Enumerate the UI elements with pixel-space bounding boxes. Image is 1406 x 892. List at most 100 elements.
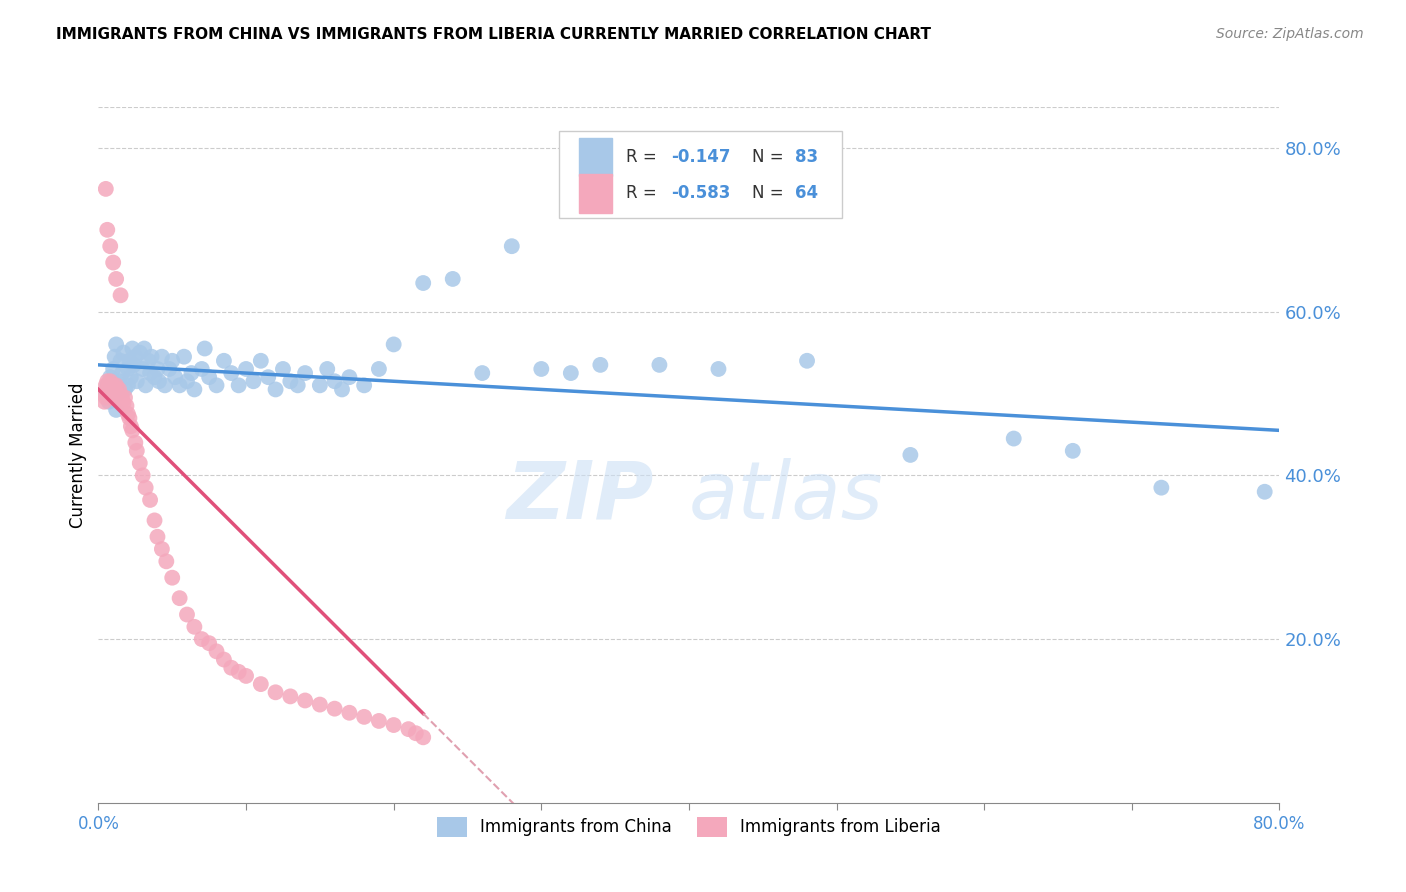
Point bbox=[105, 337, 128, 351]
Point bbox=[707, 362, 730, 376]
Point bbox=[280, 374, 302, 388]
Point bbox=[194, 342, 217, 356]
Point bbox=[212, 652, 235, 666]
Point bbox=[132, 362, 155, 376]
Point bbox=[183, 620, 205, 634]
Point bbox=[257, 370, 280, 384]
Point bbox=[114, 383, 136, 397]
Text: ZIP: ZIP bbox=[506, 458, 654, 536]
Point bbox=[228, 665, 250, 679]
Text: R =: R = bbox=[626, 185, 662, 202]
Point bbox=[316, 362, 339, 376]
Point bbox=[162, 353, 183, 368]
Point bbox=[309, 698, 332, 712]
Point bbox=[900, 448, 922, 462]
Text: N =: N = bbox=[752, 185, 789, 202]
Point bbox=[115, 399, 138, 413]
Point bbox=[105, 386, 128, 401]
Point bbox=[271, 362, 294, 376]
Point bbox=[103, 386, 125, 401]
Point bbox=[176, 374, 198, 388]
Point bbox=[294, 366, 316, 380]
Point bbox=[107, 391, 129, 405]
Point bbox=[117, 378, 139, 392]
Point bbox=[110, 388, 132, 402]
Point bbox=[93, 394, 115, 409]
Point bbox=[120, 419, 142, 434]
Point bbox=[382, 337, 405, 351]
Point bbox=[183, 383, 205, 397]
Point bbox=[103, 374, 125, 388]
Point bbox=[235, 362, 257, 376]
Point bbox=[471, 366, 494, 380]
Point bbox=[368, 362, 391, 376]
Point bbox=[96, 383, 118, 397]
Point bbox=[1062, 443, 1084, 458]
Point bbox=[110, 288, 132, 302]
Point bbox=[1150, 481, 1173, 495]
Point bbox=[132, 468, 155, 483]
Point bbox=[108, 374, 131, 388]
Text: N =: N = bbox=[752, 148, 789, 166]
Point bbox=[176, 607, 198, 622]
Text: -0.583: -0.583 bbox=[671, 185, 731, 202]
Point bbox=[368, 714, 391, 728]
Point bbox=[110, 394, 132, 409]
Point bbox=[98, 386, 121, 401]
Point bbox=[94, 182, 117, 196]
Point bbox=[128, 456, 150, 470]
Point bbox=[339, 706, 361, 720]
Bar bbox=[579, 174, 612, 212]
Point bbox=[97, 394, 120, 409]
Point bbox=[105, 378, 128, 392]
Point bbox=[104, 383, 127, 397]
Point bbox=[94, 391, 117, 405]
Point bbox=[98, 370, 121, 384]
Point bbox=[146, 530, 169, 544]
Point bbox=[112, 396, 135, 410]
Point bbox=[796, 353, 818, 368]
Bar bbox=[579, 137, 612, 176]
Legend: Immigrants from China, Immigrants from Liberia: Immigrants from China, Immigrants from L… bbox=[430, 811, 948, 843]
Point bbox=[134, 342, 156, 356]
Point bbox=[191, 362, 214, 376]
Point bbox=[150, 350, 173, 364]
Y-axis label: Currently Married: Currently Married bbox=[69, 382, 87, 528]
Point bbox=[108, 383, 131, 397]
Point bbox=[280, 690, 302, 704]
Point bbox=[120, 370, 142, 384]
Point bbox=[112, 345, 135, 359]
Point bbox=[162, 571, 183, 585]
Point bbox=[118, 411, 141, 425]
Point bbox=[353, 710, 375, 724]
Point bbox=[169, 591, 191, 606]
Point bbox=[96, 223, 118, 237]
Point bbox=[323, 374, 346, 388]
Point bbox=[135, 481, 157, 495]
Point bbox=[287, 378, 309, 392]
Point bbox=[412, 731, 434, 745]
Point bbox=[155, 554, 177, 568]
Point bbox=[100, 383, 122, 397]
Point bbox=[94, 378, 117, 392]
Point bbox=[205, 644, 228, 658]
Point bbox=[150, 542, 173, 557]
Point bbox=[412, 276, 434, 290]
Point bbox=[173, 350, 195, 364]
Point bbox=[153, 378, 176, 392]
Point bbox=[135, 378, 157, 392]
Point bbox=[530, 362, 553, 376]
Point bbox=[323, 701, 346, 715]
Point bbox=[107, 386, 129, 401]
Point bbox=[96, 378, 118, 392]
Point bbox=[117, 362, 139, 376]
Point bbox=[105, 272, 128, 286]
Point bbox=[250, 353, 273, 368]
Point bbox=[339, 370, 361, 384]
Point bbox=[97, 378, 120, 392]
Point bbox=[121, 342, 143, 356]
Point bbox=[111, 391, 134, 405]
Point bbox=[191, 632, 214, 646]
Point bbox=[143, 513, 166, 527]
Point bbox=[205, 378, 228, 392]
